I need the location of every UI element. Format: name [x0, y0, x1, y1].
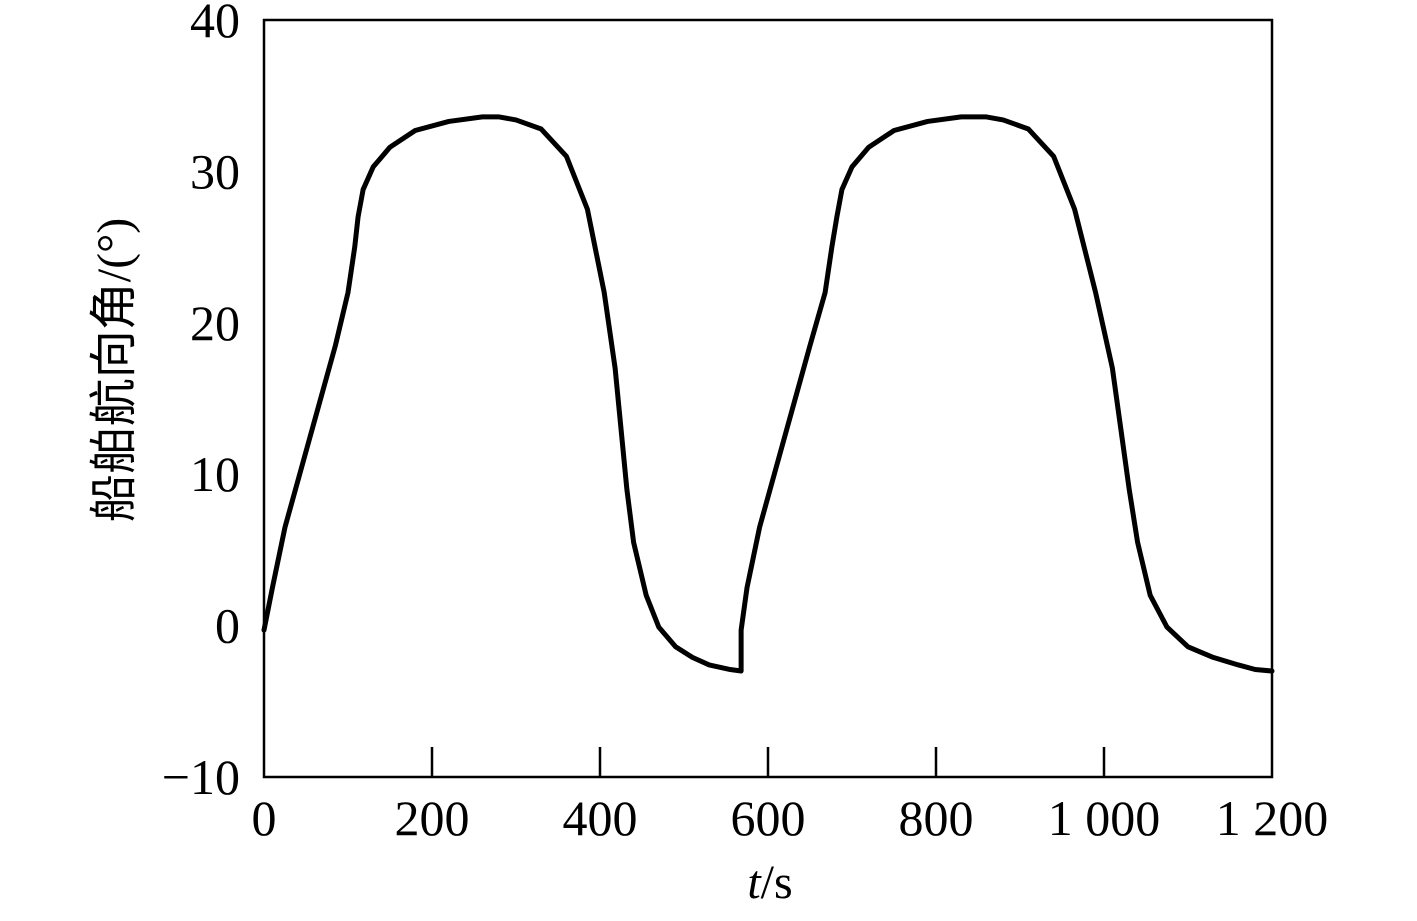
x-tick-label: 0	[252, 790, 277, 846]
x-tick-label: 1 000	[1048, 790, 1161, 846]
x-axis-label-unit: /s	[761, 856, 793, 909]
x-axis-ticks: 0 200 400 600 800 1 000 1 200	[252, 747, 1329, 846]
x-tick-label: 800	[899, 790, 974, 846]
x-tick-label: 600	[731, 790, 806, 846]
y-tick-label: 10	[190, 446, 240, 502]
x-axis-label-variable: t	[747, 856, 762, 909]
y-tick-label: −10	[162, 749, 240, 805]
y-tick-label: 40	[190, 0, 240, 48]
x-tick-label: 400	[563, 790, 638, 846]
y-axis-ticks: −10 0 10 20 30 40	[162, 0, 240, 805]
heading-angle-line	[261, 114, 1275, 674]
y-tick-label: 20	[190, 295, 240, 351]
plot-frame	[262, 18, 1274, 779]
x-tick-label: 1 200	[1216, 790, 1329, 846]
x-axis-label: t/s	[747, 856, 792, 909]
y-tick-label: 0	[215, 598, 240, 654]
x-tick-label: 200	[395, 790, 470, 846]
y-axis-label: 船舶航向角/(°)	[88, 218, 141, 523]
y-tick-label: 30	[190, 143, 240, 199]
